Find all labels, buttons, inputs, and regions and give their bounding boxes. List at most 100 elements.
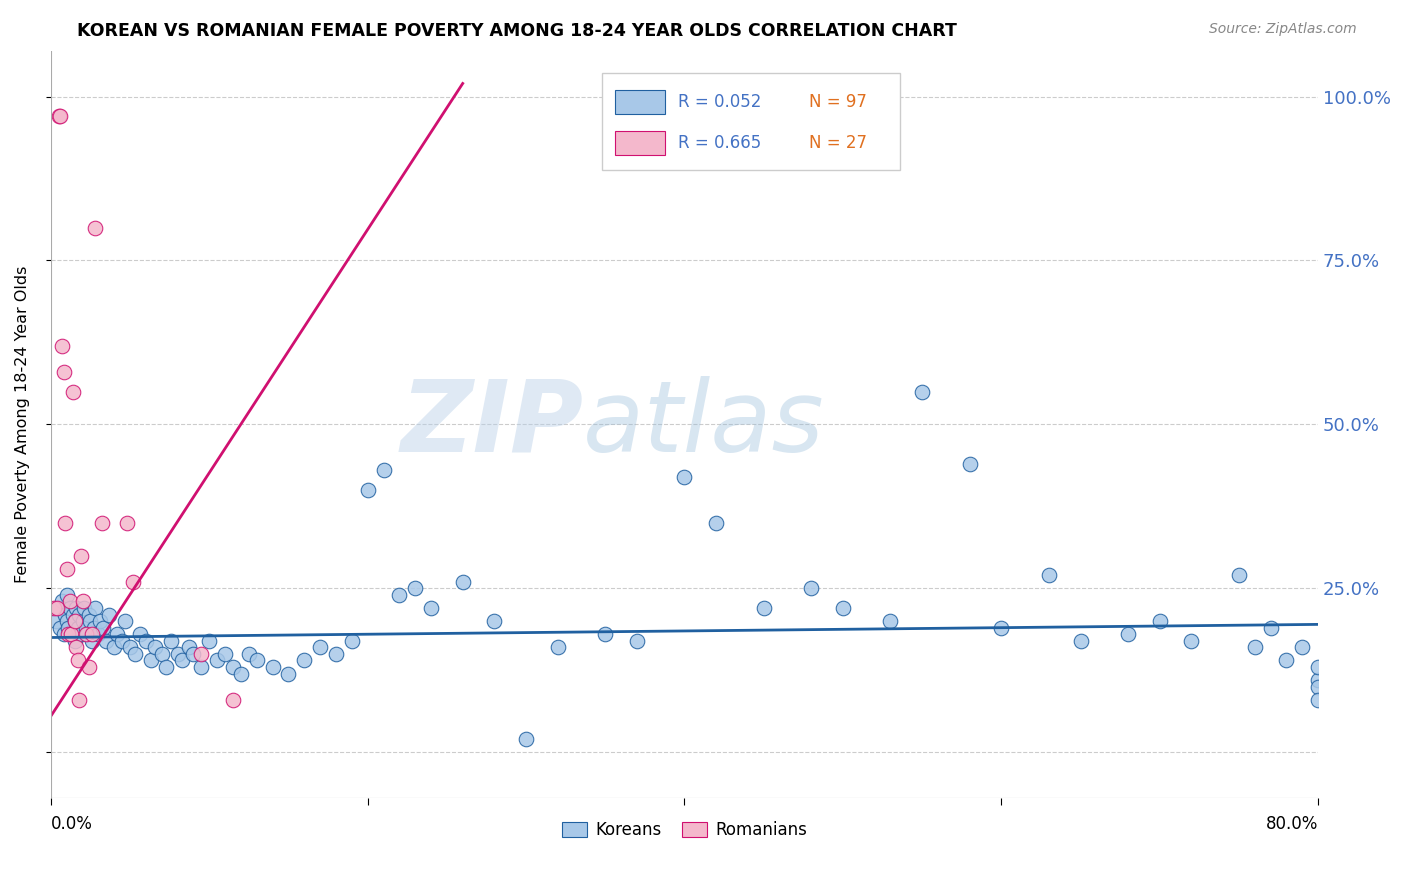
Point	[66, 621, 89, 635]
Point	[190, 647, 212, 661]
Point	[155, 660, 177, 674]
Point	[66, 653, 89, 667]
Point	[63, 614, 86, 628]
Point	[72, 594, 94, 608]
Point	[58, 621, 80, 635]
Point	[222, 660, 245, 674]
Text: 80.0%: 80.0%	[1265, 814, 1319, 832]
Point	[1180, 633, 1202, 648]
Point	[90, 516, 112, 530]
Text: R = 0.052: R = 0.052	[678, 93, 762, 111]
Point	[65, 601, 87, 615]
Point	[1308, 660, 1330, 674]
Point	[879, 614, 901, 628]
Point	[52, 627, 75, 641]
Point	[51, 594, 73, 608]
Point	[75, 627, 97, 641]
Point	[59, 594, 82, 608]
Point	[67, 693, 90, 707]
Point	[160, 633, 183, 648]
Point	[309, 640, 332, 655]
Point	[515, 732, 537, 747]
Point	[145, 640, 167, 655]
Point	[84, 601, 107, 615]
Point	[1291, 640, 1313, 655]
Point	[59, 601, 82, 615]
Text: Source: ZipAtlas.com: Source: ZipAtlas.com	[1209, 22, 1357, 37]
Point	[128, 627, 150, 641]
Point	[80, 627, 103, 641]
Point	[166, 647, 188, 661]
Point	[70, 549, 93, 563]
Text: N = 97: N = 97	[808, 93, 866, 111]
Point	[388, 588, 411, 602]
Point	[124, 647, 146, 661]
Text: N = 27: N = 27	[808, 134, 866, 152]
Point	[704, 516, 727, 530]
Point	[205, 653, 228, 667]
Point	[277, 666, 299, 681]
Point	[1275, 653, 1298, 667]
Point	[76, 627, 98, 641]
FancyBboxPatch shape	[614, 90, 665, 114]
Point	[83, 621, 105, 635]
Point	[451, 574, 474, 589]
Point	[45, 614, 67, 628]
Point	[340, 633, 363, 648]
Point	[1070, 633, 1092, 648]
FancyBboxPatch shape	[602, 73, 900, 170]
Text: ZIP: ZIP	[401, 376, 583, 473]
Point	[63, 614, 86, 628]
Point	[198, 633, 221, 648]
Point	[87, 627, 110, 641]
Point	[79, 614, 101, 628]
Point	[183, 647, 205, 661]
Point	[373, 463, 395, 477]
Point	[832, 601, 855, 615]
Point	[122, 574, 145, 589]
Point	[404, 582, 426, 596]
Point	[58, 627, 80, 641]
Point	[62, 384, 84, 399]
Point	[1260, 621, 1282, 635]
Point	[70, 627, 93, 641]
Point	[60, 627, 83, 641]
Point	[593, 627, 616, 641]
Point	[84, 220, 107, 235]
Point	[77, 607, 100, 622]
Point	[547, 640, 569, 655]
Point	[105, 627, 128, 641]
Point	[752, 601, 775, 615]
Point	[139, 653, 162, 667]
Point	[115, 516, 138, 530]
Point	[55, 562, 77, 576]
Point	[114, 614, 136, 628]
Point	[91, 621, 114, 635]
Point	[49, 621, 72, 635]
Point	[1227, 568, 1250, 582]
Text: KOREAN VS ROMANIAN FEMALE POVERTY AMONG 18-24 YEAR OLDS CORRELATION CHART: KOREAN VS ROMANIAN FEMALE POVERTY AMONG …	[77, 22, 957, 40]
Point	[62, 607, 84, 622]
Point	[67, 607, 90, 622]
Point	[1149, 614, 1171, 628]
Point	[1308, 680, 1330, 694]
Point	[911, 384, 934, 399]
Point	[626, 633, 648, 648]
Y-axis label: Female Poverty Among 18-24 Year Olds: Female Poverty Among 18-24 Year Olds	[15, 266, 30, 583]
Point	[484, 614, 506, 628]
Point	[75, 621, 97, 635]
Point	[73, 601, 96, 615]
Point	[103, 640, 125, 655]
Point	[262, 660, 284, 674]
Point	[1308, 673, 1330, 687]
Point	[89, 614, 111, 628]
Point	[356, 483, 378, 497]
Point	[222, 693, 245, 707]
Point	[1243, 640, 1265, 655]
Point	[55, 588, 77, 602]
Point	[48, 601, 70, 615]
Text: atlas: atlas	[583, 376, 825, 473]
Text: 0.0%: 0.0%	[51, 814, 93, 832]
Point	[51, 339, 73, 353]
Point	[1308, 693, 1330, 707]
